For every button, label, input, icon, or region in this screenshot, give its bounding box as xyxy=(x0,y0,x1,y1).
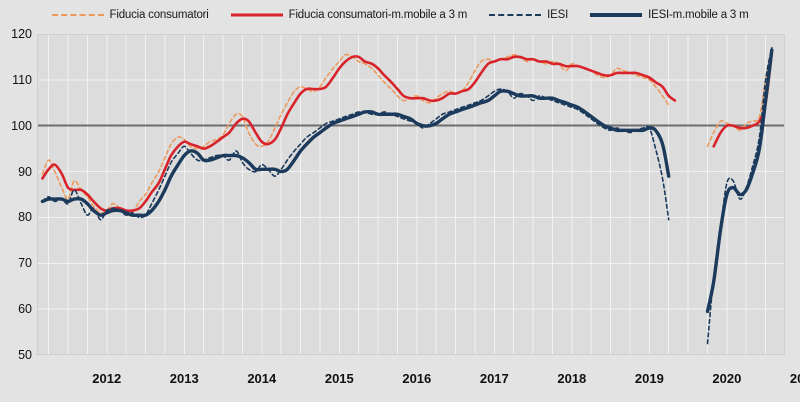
dashed-line-icon xyxy=(51,10,104,21)
y-tick-label: 120 xyxy=(11,27,32,41)
legend-item-label: Fiducia consumatori xyxy=(109,9,209,21)
x-tick-label: 2017 xyxy=(479,371,509,386)
chart-legend: Fiducia consumatori Fiducia consumatori-m… xyxy=(0,0,800,30)
solid-line-icon xyxy=(590,10,643,21)
x-tick-label: 2018 xyxy=(557,371,587,386)
dashed-line-icon xyxy=(489,10,542,21)
x-tick-label: 2016 xyxy=(402,371,432,386)
x-tick-label: 2014 xyxy=(247,371,277,386)
y-axis: 50 60 70 80 90 100 110 120 xyxy=(0,0,37,402)
legend-item-label: IESI xyxy=(547,9,569,21)
chart-canvas xyxy=(37,34,785,355)
y-tick-label: 50 xyxy=(18,348,32,362)
x-tick-label: 2012 xyxy=(92,371,122,386)
solid-line-icon xyxy=(230,10,283,21)
x-tick-label: 2021 xyxy=(789,371,800,386)
legend-item-2[interactable]: IESI xyxy=(489,9,568,21)
legend-item-0[interactable]: Fiducia consumatori xyxy=(51,9,209,21)
x-tick-label: 2019 xyxy=(634,371,664,386)
plot-border xyxy=(37,34,785,355)
y-tick-label: 100 xyxy=(11,118,32,133)
legend-item-1[interactable]: Fiducia consumatori-m.mobile a 3 m xyxy=(230,9,468,21)
series-line-0 xyxy=(41,49,773,217)
legend-item-3[interactable]: IESI-m.mobile a 3 m xyxy=(590,9,749,21)
y-tick-label: 110 xyxy=(12,72,32,87)
legend-item-label: Fiducia consumatori-m.mobile a 3 m xyxy=(288,9,468,21)
series-line-3 xyxy=(40,48,774,314)
x-tick-label: 2015 xyxy=(324,371,354,386)
legend-item-label: IESI-m.mobile a 3 m xyxy=(648,9,749,21)
x-tick-label: 2013 xyxy=(169,371,199,386)
plot-area xyxy=(37,34,785,355)
x-tick-label: 2020 xyxy=(712,371,742,386)
y-tick-label: 90 xyxy=(18,164,32,179)
y-tick-label: 60 xyxy=(18,302,32,317)
y-tick-label: 80 xyxy=(18,210,32,225)
y-tick-label: 70 xyxy=(18,256,32,271)
